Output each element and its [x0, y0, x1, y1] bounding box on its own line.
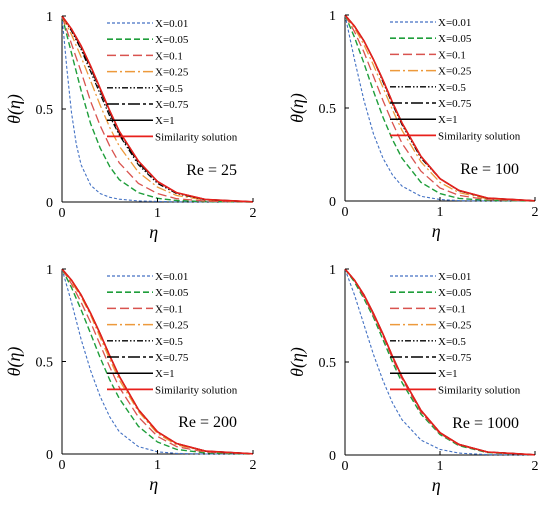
chart-panel-3: 0 1 200.51ηθ(η)X=0.01X=0.05X=0.1X=0.25X=0.… — [4, 263, 257, 494]
x-tick-label: 1 — [154, 458, 161, 473]
x-tick-label: 0 — [59, 458, 66, 473]
legend-label: X=0.05 — [155, 287, 189, 299]
x-tick-label: 2 — [532, 459, 539, 474]
legend-label: Similarity solution — [438, 384, 521, 396]
y-tick-label: 1 — [46, 10, 53, 25]
x-axis-label: η — [149, 474, 158, 494]
legend-label: X=0.1 — [155, 303, 183, 315]
x-tick-label: 2 — [532, 205, 539, 220]
series-line-x-0-05 — [344, 268, 536, 456]
panel-annotation: Re = 200 — [178, 414, 237, 431]
x-tick-label: 2 — [250, 206, 257, 221]
x-axis-label: η — [432, 221, 441, 241]
series-line-x-0-05 — [61, 15, 254, 203]
legend-label: X=0.5 — [155, 83, 183, 95]
series-line-x-0-05 — [344, 14, 536, 202]
y-tick-label: 0 — [46, 448, 53, 463]
legend-label: X=0.05 — [438, 287, 472, 299]
y-axis-label: θ(η) — [287, 347, 308, 377]
legend-label: X=1 — [438, 114, 458, 126]
legend-label: Similarity solution — [155, 384, 238, 396]
legend-label: X=0.1 — [438, 49, 466, 61]
series-line-x-0-01 — [344, 268, 536, 456]
panel-annotation: Re = 25 — [186, 162, 237, 179]
legend-label: Similarity solution — [155, 131, 238, 143]
x-tick-label: 1 — [437, 459, 444, 474]
x-axis-label: η — [432, 475, 441, 495]
series-line-x-0-01 — [61, 268, 253, 455]
chart-panel-4: 0 1 200.51ηθ(η)X=0.01X=0.05X=0.1X=0.25X=0.… — [287, 263, 539, 495]
series-line-x-0-1 — [61, 15, 254, 203]
x-tick-label: 0 — [342, 459, 349, 474]
series-line-x-0-1 — [61, 268, 254, 455]
series-line-similarity-solution — [61, 15, 254, 203]
y-tick-label: 1 — [329, 263, 336, 278]
panel-annotation: Re = 1000 — [452, 415, 519, 432]
legend-label: X=0.1 — [155, 50, 183, 62]
legend-label: X=0.75 — [438, 352, 472, 364]
y-tick-label: 0.5 — [319, 356, 337, 371]
legend-label: X=1 — [155, 368, 175, 380]
x-tick-label: 1 — [437, 205, 444, 220]
x-tick-label: 0 — [342, 205, 349, 220]
legend-label: X=0.01 — [438, 271, 471, 283]
series-line-similarity-solution — [344, 14, 536, 202]
legend-label: X=0.05 — [155, 34, 189, 46]
legend-label: X=0.25 — [155, 320, 189, 332]
legend-label: X=0.75 — [155, 99, 189, 111]
series-line-similarity-solution — [61, 268, 254, 455]
y-tick-label: 0 — [46, 196, 53, 211]
chart-panel-2: 0 1 200.51ηθ(η)X=0.01X=0.05X=0.1X=0.25X=0.… — [287, 9, 539, 241]
series-line-similarity-solution — [344, 268, 536, 456]
series-line-x-0-01 — [61, 15, 253, 203]
legend-label: X=0.01 — [155, 18, 188, 30]
x-tick-label: 1 — [154, 206, 161, 221]
y-axis-label: θ(η) — [4, 347, 25, 377]
series-line-x-0-25 — [344, 14, 536, 202]
legend-label: X=1 — [438, 368, 458, 380]
y-tick-label: 0.5 — [319, 102, 337, 117]
series-line-x-0-1 — [344, 14, 536, 202]
legend-label: X=0.01 — [155, 271, 188, 283]
legend-label: X=0.05 — [438, 33, 472, 45]
legend-label: X=0.75 — [438, 98, 472, 110]
y-tick-label: 0 — [329, 449, 336, 464]
x-tick-label: 0 — [59, 206, 66, 221]
y-axis-label: θ(η) — [4, 94, 25, 124]
legend-label: X=0.5 — [438, 336, 466, 348]
legend-label: X=0.1 — [438, 303, 466, 315]
series-line-x-0-25 — [61, 268, 254, 455]
legend-label: X=0.25 — [155, 67, 189, 79]
panel-annotation: Re = 100 — [460, 161, 519, 178]
legend-label: X=0.01 — [438, 17, 471, 29]
legend-label: X=0.5 — [438, 82, 466, 94]
y-tick-label: 0.5 — [36, 356, 54, 371]
y-tick-label: 1 — [329, 9, 336, 24]
x-axis-label: η — [149, 222, 158, 242]
x-tick-label: 2 — [250, 458, 257, 473]
legend-label: X=0.75 — [155, 352, 189, 364]
y-axis-label: θ(η) — [287, 93, 308, 123]
legend-label: X=0.5 — [155, 336, 183, 348]
legend-label: X=0.25 — [438, 320, 472, 332]
series-line-x-0-01 — [344, 14, 535, 202]
legend-label: Similarity solution — [438, 130, 521, 142]
series-line-x-0-5 — [61, 15, 254, 203]
chart-panel-1: 0 1 200.51ηθ(η)X=0.01X=0.05X=0.1X=0.25X=0.… — [4, 10, 257, 242]
legend-label: X=0.25 — [438, 66, 472, 78]
y-tick-label: 1 — [46, 263, 53, 278]
y-tick-label: 0.5 — [36, 103, 54, 118]
legend-label: X=1 — [155, 115, 175, 127]
y-tick-label: 0 — [329, 195, 336, 210]
